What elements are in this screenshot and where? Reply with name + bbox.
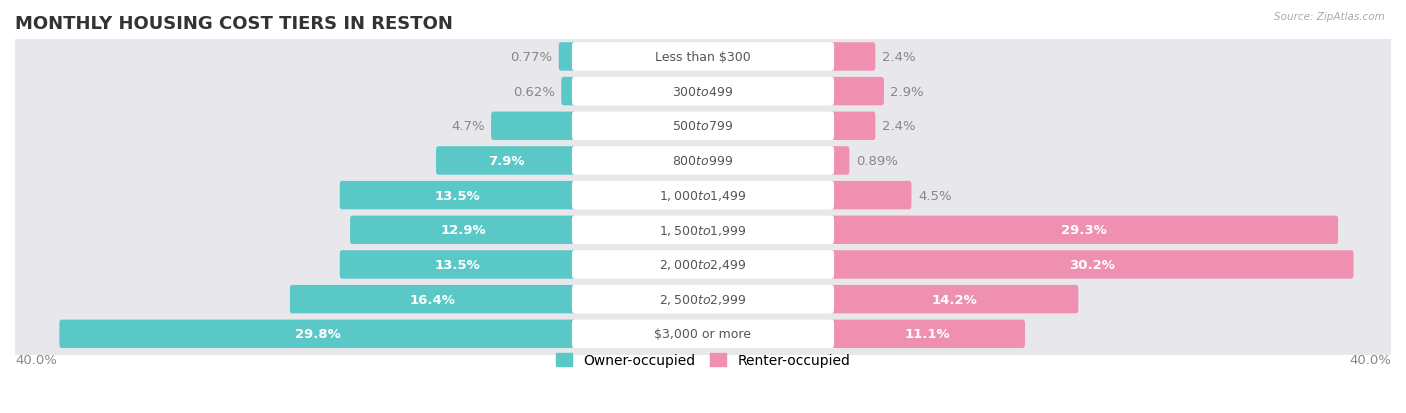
Text: $500 to $799: $500 to $799 bbox=[672, 120, 734, 133]
FancyBboxPatch shape bbox=[572, 216, 834, 244]
FancyBboxPatch shape bbox=[830, 112, 876, 141]
Legend: Owner-occupied, Renter-occupied: Owner-occupied, Renter-occupied bbox=[550, 348, 856, 373]
FancyBboxPatch shape bbox=[830, 78, 884, 106]
FancyBboxPatch shape bbox=[10, 32, 1396, 83]
Text: 40.0%: 40.0% bbox=[15, 353, 56, 366]
FancyBboxPatch shape bbox=[572, 112, 834, 141]
Text: 29.3%: 29.3% bbox=[1062, 224, 1107, 237]
FancyBboxPatch shape bbox=[572, 320, 834, 348]
FancyBboxPatch shape bbox=[10, 170, 1396, 221]
FancyBboxPatch shape bbox=[10, 239, 1396, 290]
Text: 30.2%: 30.2% bbox=[1069, 259, 1115, 271]
FancyBboxPatch shape bbox=[830, 285, 1078, 313]
FancyBboxPatch shape bbox=[830, 147, 849, 175]
FancyBboxPatch shape bbox=[558, 43, 576, 71]
FancyBboxPatch shape bbox=[572, 43, 834, 71]
FancyBboxPatch shape bbox=[830, 251, 1354, 279]
Text: 0.77%: 0.77% bbox=[510, 51, 553, 64]
Text: Less than $300: Less than $300 bbox=[655, 51, 751, 64]
Text: 7.9%: 7.9% bbox=[488, 154, 524, 168]
FancyBboxPatch shape bbox=[10, 205, 1396, 256]
Text: 16.4%: 16.4% bbox=[411, 293, 456, 306]
Text: 14.2%: 14.2% bbox=[931, 293, 977, 306]
Text: $2,000 to $2,499: $2,000 to $2,499 bbox=[659, 258, 747, 272]
Text: 0.89%: 0.89% bbox=[856, 154, 898, 168]
FancyBboxPatch shape bbox=[350, 216, 576, 244]
FancyBboxPatch shape bbox=[572, 147, 834, 175]
FancyBboxPatch shape bbox=[10, 274, 1396, 325]
FancyBboxPatch shape bbox=[830, 320, 1025, 348]
Text: 2.4%: 2.4% bbox=[882, 51, 915, 64]
FancyBboxPatch shape bbox=[340, 181, 576, 210]
FancyBboxPatch shape bbox=[561, 78, 576, 106]
FancyBboxPatch shape bbox=[830, 216, 1339, 244]
FancyBboxPatch shape bbox=[59, 320, 576, 348]
FancyBboxPatch shape bbox=[572, 251, 834, 279]
Text: $300 to $499: $300 to $499 bbox=[672, 85, 734, 98]
Text: $3,000 or more: $3,000 or more bbox=[655, 328, 751, 340]
Text: 2.9%: 2.9% bbox=[890, 85, 924, 98]
Text: 12.9%: 12.9% bbox=[440, 224, 486, 237]
Text: 4.5%: 4.5% bbox=[918, 189, 952, 202]
Text: 13.5%: 13.5% bbox=[434, 189, 481, 202]
Text: 11.1%: 11.1% bbox=[904, 328, 950, 340]
FancyBboxPatch shape bbox=[10, 101, 1396, 152]
Text: 40.0%: 40.0% bbox=[1350, 353, 1391, 366]
Text: 2.4%: 2.4% bbox=[882, 120, 915, 133]
Text: MONTHLY HOUSING COST TIERS IN RESTON: MONTHLY HOUSING COST TIERS IN RESTON bbox=[15, 15, 453, 33]
Text: $1,500 to $1,999: $1,500 to $1,999 bbox=[659, 223, 747, 237]
FancyBboxPatch shape bbox=[436, 147, 576, 175]
Text: Source: ZipAtlas.com: Source: ZipAtlas.com bbox=[1274, 12, 1385, 22]
Text: 0.62%: 0.62% bbox=[513, 85, 555, 98]
FancyBboxPatch shape bbox=[830, 181, 911, 210]
Text: $2,500 to $2,999: $2,500 to $2,999 bbox=[659, 292, 747, 306]
Text: $800 to $999: $800 to $999 bbox=[672, 154, 734, 168]
Text: 4.7%: 4.7% bbox=[451, 120, 485, 133]
FancyBboxPatch shape bbox=[10, 309, 1396, 360]
FancyBboxPatch shape bbox=[10, 135, 1396, 187]
FancyBboxPatch shape bbox=[572, 181, 834, 210]
FancyBboxPatch shape bbox=[491, 112, 576, 141]
FancyBboxPatch shape bbox=[572, 78, 834, 106]
FancyBboxPatch shape bbox=[572, 285, 834, 313]
FancyBboxPatch shape bbox=[290, 285, 576, 313]
FancyBboxPatch shape bbox=[340, 251, 576, 279]
FancyBboxPatch shape bbox=[10, 66, 1396, 117]
Text: 13.5%: 13.5% bbox=[434, 259, 481, 271]
Text: $1,000 to $1,499: $1,000 to $1,499 bbox=[659, 189, 747, 203]
FancyBboxPatch shape bbox=[830, 43, 876, 71]
Text: 29.8%: 29.8% bbox=[295, 328, 340, 340]
